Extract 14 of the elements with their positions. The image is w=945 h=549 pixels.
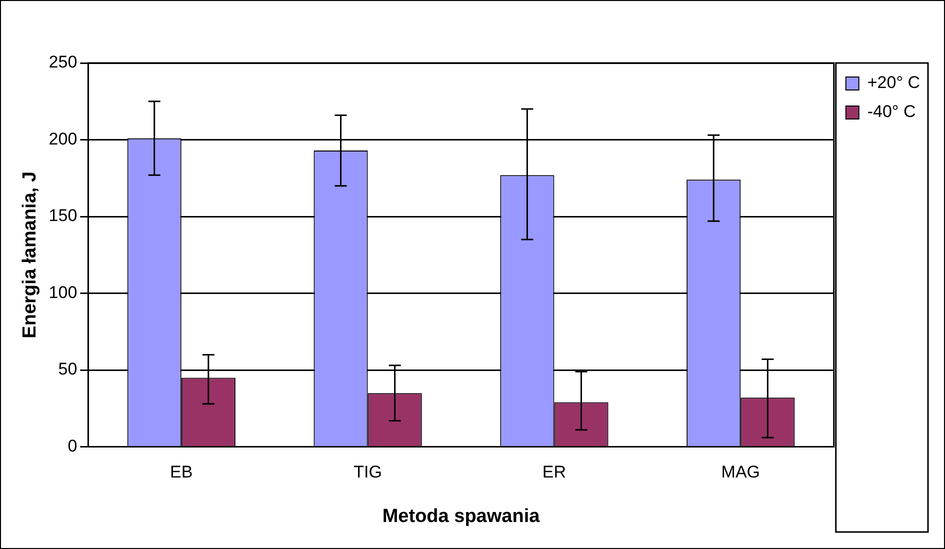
y-tick-label: 50 [58, 360, 78, 379]
x-tick-label: EB [170, 462, 193, 482]
legend-label: -40° C [867, 102, 916, 122]
x-tick-label: TIG [354, 462, 382, 482]
x-axis-title: Metoda spawania [382, 506, 540, 527]
y-tick-label: 100 [48, 282, 78, 302]
y-tick-label: 150 [48, 206, 78, 226]
y-tick-label: 200 [48, 129, 78, 148]
y-tick-label: 250 [48, 52, 78, 72]
x-tick-label: ER [542, 462, 566, 482]
x-tick-label: MAG [721, 462, 760, 482]
legend-label: +20° C [867, 73, 920, 92]
y-axis-title: Energia łamania, J [20, 171, 41, 338]
y-tick-label: 0 [68, 436, 78, 456]
